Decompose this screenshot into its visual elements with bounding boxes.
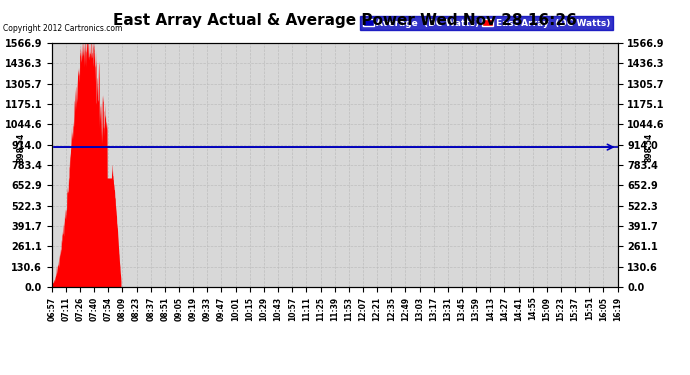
Text: Copyright 2012 Cartronics.com: Copyright 2012 Cartronics.com (3, 24, 123, 33)
Text: 898.54: 898.54 (644, 132, 653, 162)
Text: East Array Actual & Average Power Wed Nov 28 16:26: East Array Actual & Average Power Wed No… (113, 13, 577, 28)
Text: 898.54: 898.54 (16, 132, 25, 162)
Legend: Average  (DC Watts), East Array  (DC Watts): Average (DC Watts), East Array (DC Watts… (360, 16, 613, 30)
